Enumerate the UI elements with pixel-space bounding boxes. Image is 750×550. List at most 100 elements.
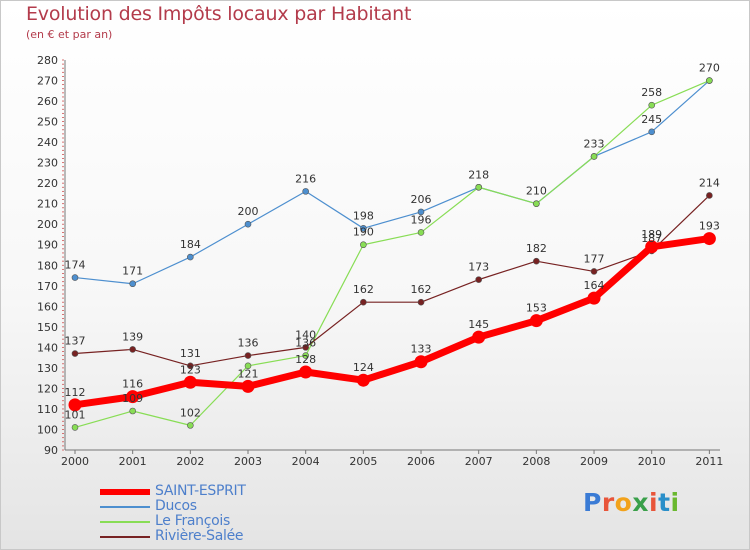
data-label: 187 [641, 232, 662, 245]
y-tick-label: 240 [37, 136, 58, 149]
data-point [529, 314, 543, 328]
x-tick-label: 2003 [234, 455, 262, 468]
y-tick-label: 120 [37, 382, 58, 395]
data-label: 136 [295, 337, 316, 350]
data-label: 112 [65, 386, 86, 399]
data-point [187, 253, 194, 261]
data-point [706, 77, 713, 84]
data-point [302, 188, 309, 195]
logo-letter: t [658, 488, 671, 517]
data-point [417, 298, 425, 306]
data-label: 162 [411, 283, 432, 296]
y-tick-label: 200 [37, 218, 58, 231]
data-point [126, 390, 140, 404]
data-point [417, 229, 425, 236]
data-point [417, 208, 425, 216]
data-point [706, 192, 713, 199]
data-label: 182 [526, 242, 547, 255]
data-point [302, 352, 309, 359]
data-point [360, 298, 367, 306]
chart-title: Evolution des Impôts locaux par Habitant [26, 3, 412, 25]
x-tick-label: 2001 [119, 455, 147, 468]
data-label: 133 [411, 343, 432, 356]
y-tick-label: 100 [37, 423, 58, 436]
data-point [183, 375, 197, 389]
data-label: 184 [180, 238, 201, 251]
legend-swatch-le-francois [100, 521, 150, 523]
data-label: 137 [65, 335, 86, 348]
x-tick-label: 2009 [580, 455, 608, 468]
data-label: 128 [295, 353, 316, 366]
data-label: 245 [641, 113, 662, 126]
data-point [129, 346, 136, 353]
series-line-1 [74, 79, 710, 285]
data-point [71, 424, 79, 431]
data-point [472, 330, 486, 344]
x-tick-label: 2002 [176, 455, 204, 468]
data-point [71, 274, 79, 281]
data-label: 131 [180, 347, 201, 360]
legend-label-saint-esprit: SAINT-ESPRIT [155, 483, 246, 499]
series-line-3 [74, 194, 710, 367]
data-label: 171 [122, 265, 143, 278]
y-tick-label: 180 [37, 259, 58, 272]
legend-label-ducos: Ducos [155, 498, 197, 514]
data-label: 139 [122, 330, 143, 343]
y-tick-label: 210 [37, 198, 58, 211]
data-label: 145 [468, 318, 489, 331]
data-point [129, 407, 136, 415]
data-point [244, 220, 252, 228]
data-label: 210 [526, 185, 547, 198]
data-point [299, 365, 313, 379]
data-point [533, 257, 540, 265]
data-label: 116 [122, 378, 143, 391]
data-label: 214 [699, 176, 720, 189]
proxiti-logo: Proxiti [583, 488, 680, 517]
y-tick-label: 190 [37, 239, 58, 252]
data-point [244, 362, 252, 370]
data-label: 198 [353, 209, 374, 222]
y-tick-label: 140 [37, 341, 58, 354]
data-point [702, 232, 716, 246]
data-label: 233 [584, 137, 605, 150]
x-tick-label: 2011 [695, 455, 723, 468]
y-tick-label: 260 [37, 95, 58, 108]
data-point [590, 268, 598, 275]
data-point [71, 350, 79, 357]
chart-subtitle: (en € et par an) [26, 28, 113, 41]
x-tick-label: 2006 [407, 455, 435, 468]
data-label: 189 [641, 228, 662, 241]
x-tick-label: 2005 [349, 455, 377, 468]
data-label: 109 [122, 392, 143, 405]
x-tick-label: 2000 [61, 455, 89, 468]
data-point [648, 128, 656, 136]
data-label: 136 [238, 337, 259, 350]
y-tick-label: 110 [37, 403, 58, 416]
data-label: 164 [584, 279, 605, 292]
data-point [475, 183, 482, 191]
y-tick-label: 220 [37, 177, 58, 190]
data-label: 206 [411, 193, 432, 206]
data-label: 270 [699, 62, 720, 75]
data-label: 177 [584, 252, 605, 265]
logo-letter: i [649, 488, 659, 517]
data-label: 173 [468, 261, 489, 274]
data-label: 153 [526, 302, 547, 315]
data-label: 123 [180, 363, 201, 376]
y-tick-label: 90 [44, 444, 58, 457]
data-label: 121 [238, 367, 259, 380]
data-point [187, 362, 194, 370]
y-tick-label: 230 [37, 157, 58, 170]
data-label: 216 [295, 172, 316, 185]
y-tick-label: 250 [37, 116, 58, 129]
data-point [244, 352, 252, 359]
data-point [475, 276, 482, 283]
y-tick-label: 270 [37, 75, 58, 88]
legend-label-riviere-salee: Rivière-Salée [155, 528, 244, 544]
data-label: 162 [353, 283, 374, 296]
data-label: 258 [641, 86, 662, 99]
y-tick-label: 170 [37, 280, 58, 293]
data-label: 190 [353, 226, 374, 239]
data-point [129, 280, 136, 288]
